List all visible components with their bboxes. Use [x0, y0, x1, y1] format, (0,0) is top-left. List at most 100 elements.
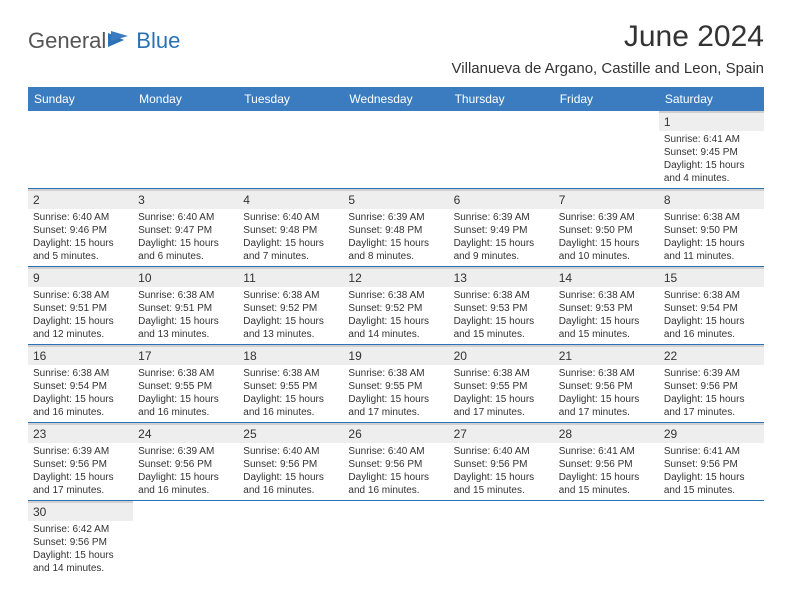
- daylight-text: Daylight: 15 hours: [348, 471, 443, 484]
- day-cell: 27Sunrise: 6:40 AMSunset: 9:56 PMDayligh…: [449, 423, 554, 500]
- day-cell: 7Sunrise: 6:39 AMSunset: 9:50 PMDaylight…: [554, 189, 659, 266]
- daylight-text: Daylight: 15 hours: [664, 237, 759, 250]
- day-cell: 13Sunrise: 6:38 AMSunset: 9:53 PMDayligh…: [449, 267, 554, 344]
- day-cell: 23 Sunrise: 6:39 AMSunset: 9:56 PMDayligh…: [28, 423, 133, 500]
- sunset-text: Sunset: 9:56 PM: [243, 458, 338, 471]
- day-info: Sunrise: 6:38 AMSunset: 9:51 PMDaylight:…: [33, 289, 128, 341]
- sunset-text: Sunset: 9:54 PM: [664, 302, 759, 315]
- daylight-text: and 7 minutes.: [243, 250, 338, 263]
- daylight-text: Daylight: 15 hours: [454, 393, 549, 406]
- daylight-text: Daylight: 15 hours: [33, 471, 128, 484]
- daylight-text: and 17 minutes.: [454, 406, 549, 419]
- daylight-text: Daylight: 15 hours: [348, 237, 443, 250]
- day-number: 11: [238, 269, 343, 287]
- sunrise-text: Sunrise: 6:41 AM: [559, 445, 654, 458]
- day-number: 19: [343, 347, 448, 365]
- day-number: 26: [343, 425, 448, 443]
- day-number: 24: [133, 425, 238, 443]
- day-info: Sunrise: 6:41 AMSunset: 9:45 PMDaylight:…: [664, 133, 759, 185]
- day-info: Sunrise: 6:39 AMSunset: 9:56 PMDaylight:…: [33, 445, 128, 497]
- daylight-text: and 13 minutes.: [138, 328, 233, 341]
- brand-text-2: Blue: [136, 28, 180, 54]
- daylight-text: Daylight: 15 hours: [348, 315, 443, 328]
- day-number: 10: [133, 269, 238, 287]
- day-number: 23: [28, 425, 133, 443]
- day-info: Sunrise: 6:40 AMSunset: 9:56 PMDaylight:…: [243, 445, 338, 497]
- daylight-text: Daylight: 15 hours: [454, 315, 549, 328]
- daylight-text: and 8 minutes.: [348, 250, 443, 263]
- brand-text-1: General: [28, 28, 106, 54]
- sunrise-text: Sunrise: 6:38 AM: [348, 367, 443, 380]
- day-cell: 25 Sunrise: 6:40 AMSunset: 9:56 PMDayligh…: [238, 423, 343, 500]
- day-cell: 29Sunrise: 6:41 AMSunset: 9:56 PMDayligh…: [659, 423, 764, 500]
- day-cell: 19 Sunrise: 6:38 AMSunset: 9:55 PMDayligh…: [343, 345, 448, 422]
- sunset-text: Sunset: 9:50 PM: [664, 224, 759, 237]
- sunrise-text: Sunrise: 6:39 AM: [33, 445, 128, 458]
- sunrise-text: Sunrise: 6:39 AM: [138, 445, 233, 458]
- daylight-text: Daylight: 15 hours: [33, 315, 128, 328]
- sunrise-text: Sunrise: 6:38 AM: [33, 289, 128, 302]
- day-cell: 26Sunrise: 6:40 AMSunset: 9:56 PMDayligh…: [343, 423, 448, 500]
- daylight-text: and 10 minutes.: [559, 250, 654, 263]
- calendar-week: 30Sunrise: 6:42 AMSunset: 9:56 PMDayligh…: [28, 501, 764, 578]
- sunset-text: Sunset: 9:55 PM: [243, 380, 338, 393]
- day-info: Sunrise: 6:38 AMSunset: 9:56 PMDaylight:…: [559, 367, 654, 419]
- day-info: Sunrise: 6:39 AMSunset: 9:48 PMDaylight:…: [348, 211, 443, 263]
- sunrise-text: Sunrise: 6:42 AM: [33, 523, 128, 536]
- day-number: 7: [554, 191, 659, 209]
- day-info: Sunrise: 6:38 AMSunset: 9:53 PMDaylight:…: [559, 289, 654, 341]
- sunset-text: Sunset: 9:55 PM: [348, 380, 443, 393]
- day-info: Sunrise: 6:40 AMSunset: 9:56 PMDaylight:…: [454, 445, 549, 497]
- daylight-text: and 16 minutes.: [243, 484, 338, 497]
- daylight-text: and 15 minutes.: [664, 484, 759, 497]
- daylight-text: and 15 minutes.: [454, 484, 549, 497]
- daylight-text: Daylight: 15 hours: [243, 315, 338, 328]
- day-cell: 24 Sunrise: 6:39 AMSunset: 9:56 PMDayligh…: [133, 423, 238, 500]
- day-cell: 30Sunrise: 6:42 AMSunset: 9:56 PMDayligh…: [28, 501, 133, 578]
- day-number: 1: [659, 113, 764, 131]
- day-info: Sunrise: 6:39 AMSunset: 9:56 PMDaylight:…: [138, 445, 233, 497]
- sunset-text: Sunset: 9:45 PM: [664, 146, 759, 159]
- day-info: Sunrise: 6:41 AMSunset: 9:56 PMDaylight:…: [664, 445, 759, 497]
- day-info: Sunrise: 6:42 AMSunset: 9:56 PMDaylight:…: [33, 523, 128, 575]
- daylight-text: Daylight: 15 hours: [33, 393, 128, 406]
- day-cell: 1 Sunrise: 6:41 AMSunset: 9:45 PMDaylight…: [659, 111, 764, 188]
- calendar-week: 16Sunrise: 6:38 AMSunset: 9:54 PMDayligh…: [28, 345, 764, 423]
- flag-icon: [108, 29, 134, 54]
- day-cell: 17Sunrise: 6:38 AMSunset: 9:55 PMDayligh…: [133, 345, 238, 422]
- daylight-text: Daylight: 15 hours: [243, 237, 338, 250]
- sunrise-text: Sunrise: 6:40 AM: [243, 211, 338, 224]
- daylight-text: Daylight: 15 hours: [138, 237, 233, 250]
- day-cell: 20Sunrise: 6:38 AMSunset: 9:55 PMDayligh…: [449, 345, 554, 422]
- daylight-text: and 15 minutes.: [559, 484, 654, 497]
- sunset-text: Sunset: 9:55 PM: [454, 380, 549, 393]
- sunset-text: Sunset: 9:54 PM: [33, 380, 128, 393]
- daylight-text: and 15 minutes.: [454, 328, 549, 341]
- day-info: Sunrise: 6:38 AMSunset: 9:53 PMDaylight:…: [454, 289, 549, 341]
- empty-cell: [133, 111, 238, 188]
- day-info: Sunrise: 6:38 AMSunset: 9:54 PMDaylight:…: [33, 367, 128, 419]
- day-cell: 5Sunrise: 6:39 AMSunset: 9:48 PMDaylight…: [343, 189, 448, 266]
- location-text: Villanueva de Argano, Castille and Leon,…: [452, 60, 764, 77]
- day-number: 15: [659, 269, 764, 287]
- weekday-label: Saturday: [659, 87, 764, 111]
- daylight-text: Daylight: 15 hours: [348, 393, 443, 406]
- daylight-text: Daylight: 15 hours: [33, 237, 128, 250]
- daylight-text: and 15 minutes.: [559, 328, 654, 341]
- day-number: 25: [238, 425, 343, 443]
- weekday-label: Sunday: [28, 87, 133, 111]
- day-number: 12: [343, 269, 448, 287]
- daylight-text: and 16 minutes.: [33, 406, 128, 419]
- sunrise-text: Sunrise: 6:38 AM: [664, 211, 759, 224]
- day-number: 2: [28, 191, 133, 209]
- weekday-label: Thursday: [449, 87, 554, 111]
- day-number: 6: [449, 191, 554, 209]
- daylight-text: and 11 minutes.: [664, 250, 759, 263]
- day-info: Sunrise: 6:38 AMSunset: 9:52 PMDaylight:…: [243, 289, 338, 341]
- day-cell: 22Sunrise: 6:39 AMSunset: 9:56 PMDayligh…: [659, 345, 764, 422]
- day-info: Sunrise: 6:38 AMSunset: 9:52 PMDaylight:…: [348, 289, 443, 341]
- day-info: Sunrise: 6:40 AMSunset: 9:46 PMDaylight:…: [33, 211, 128, 263]
- sunrise-text: Sunrise: 6:39 AM: [348, 211, 443, 224]
- sunset-text: Sunset: 9:56 PM: [664, 380, 759, 393]
- daylight-text: and 14 minutes.: [33, 562, 128, 575]
